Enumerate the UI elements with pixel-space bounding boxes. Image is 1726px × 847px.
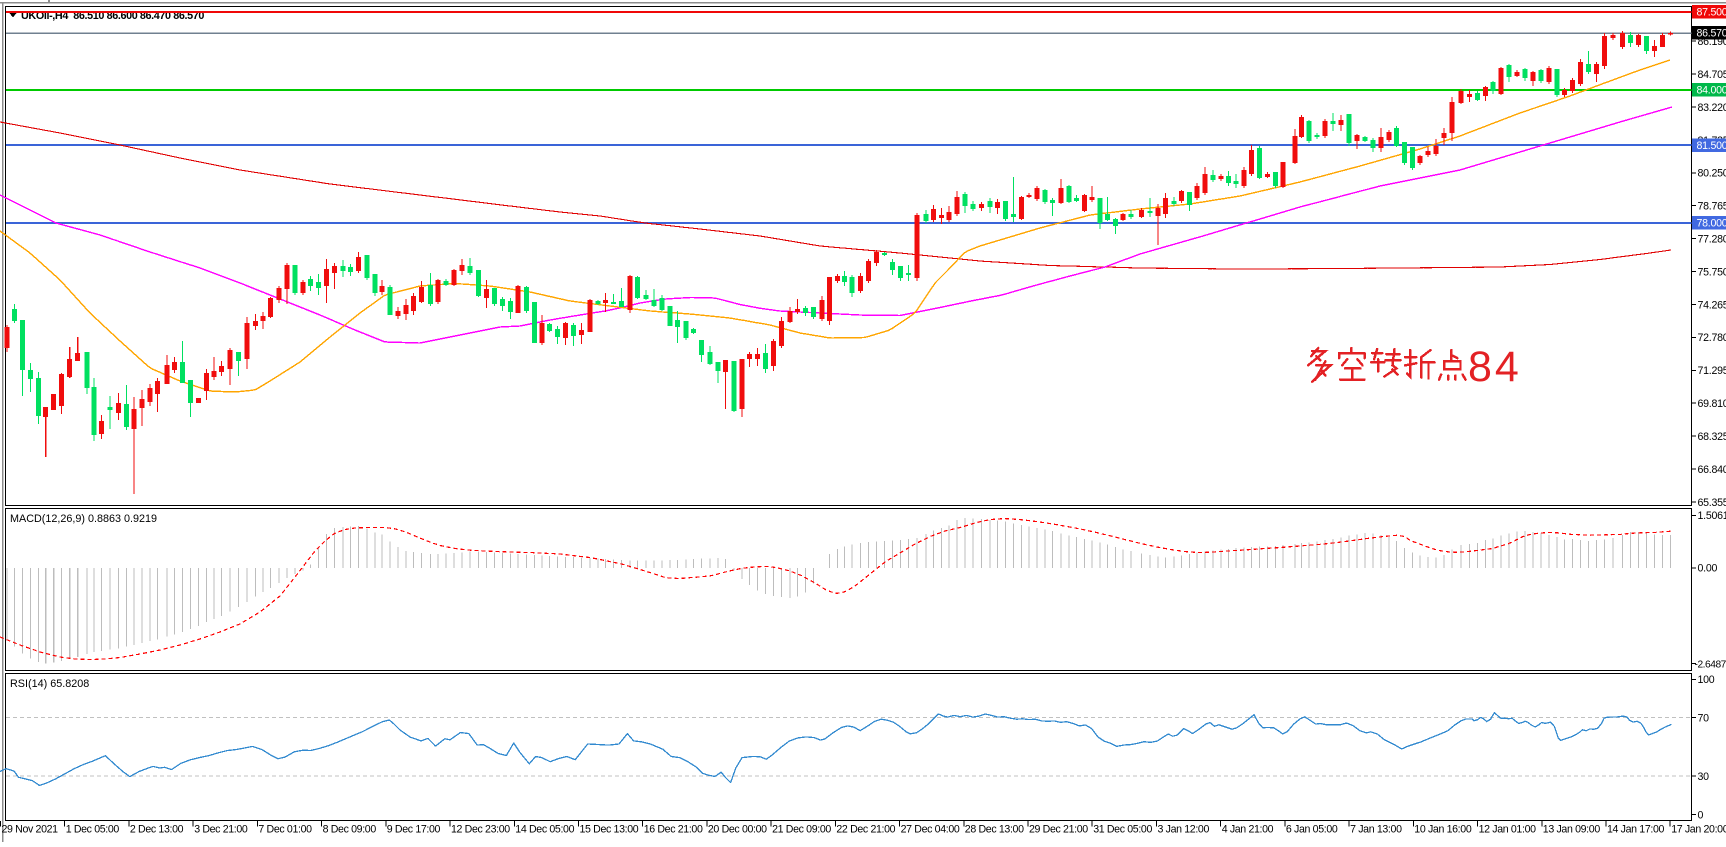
svg-text:0: 0 xyxy=(1698,809,1704,821)
svg-text:100: 100 xyxy=(1698,674,1715,686)
svg-text:10 Jan 16:00: 10 Jan 16:00 xyxy=(1414,824,1472,836)
svg-text:83.220: 83.220 xyxy=(1698,102,1726,114)
svg-text:75.750: 75.750 xyxy=(1698,266,1726,278)
svg-text:13 Jan 09:00: 13 Jan 09:00 xyxy=(1543,824,1601,836)
svg-text:3 Jan 12:00: 3 Jan 12:00 xyxy=(1158,824,1210,836)
svg-text:6 Jan 05:00: 6 Jan 05:00 xyxy=(1286,824,1338,836)
svg-text:78.765: 78.765 xyxy=(1698,201,1726,213)
svg-text:86.570: 86.570 xyxy=(1697,28,1726,40)
svg-text:22 Dec 21:00: 22 Dec 21:00 xyxy=(836,824,895,836)
svg-text:30: 30 xyxy=(1698,771,1710,783)
svg-text:66.840: 66.840 xyxy=(1698,464,1726,476)
svg-text:14 Jan 17:00: 14 Jan 17:00 xyxy=(1607,824,1665,836)
svg-text:8 Dec 09:00: 8 Dec 09:00 xyxy=(323,824,377,836)
svg-text:9 Dec 17:00: 9 Dec 17:00 xyxy=(387,824,441,836)
svg-text:80.250: 80.250 xyxy=(1698,168,1726,180)
svg-text:17 Jan 20:00: 17 Jan 20:00 xyxy=(1671,824,1726,836)
svg-text:0.00: 0.00 xyxy=(1698,563,1718,575)
svg-text:29 Dec 21:00: 29 Dec 21:00 xyxy=(1029,824,1088,836)
svg-text:74.265: 74.265 xyxy=(1698,299,1726,311)
svg-text:72.780: 72.780 xyxy=(1698,332,1726,344)
svg-text:70: 70 xyxy=(1698,712,1710,724)
svg-text:84.705: 84.705 xyxy=(1698,69,1726,81)
svg-text:7 Jan 13:00: 7 Jan 13:00 xyxy=(1350,824,1402,836)
svg-text:68.325: 68.325 xyxy=(1698,431,1726,443)
svg-text:4 Jan 21:00: 4 Jan 21:00 xyxy=(1222,824,1274,836)
svg-text:RSI(14) 65.8208: RSI(14) 65.8208 xyxy=(10,678,89,690)
svg-text:65.355: 65.355 xyxy=(1698,497,1726,509)
svg-text:21 Dec 09:00: 21 Dec 09:00 xyxy=(772,824,831,836)
svg-text:27 Dec 04:00: 27 Dec 04:00 xyxy=(901,824,960,836)
svg-text:69.810: 69.810 xyxy=(1698,398,1726,410)
svg-text:7 Dec 01:00: 7 Dec 01:00 xyxy=(258,824,312,836)
svg-text:71.295: 71.295 xyxy=(1698,365,1726,377)
svg-text:12 Dec 23:00: 12 Dec 23:00 xyxy=(451,824,510,836)
svg-text:15 Dec 13:00: 15 Dec 13:00 xyxy=(580,824,639,836)
svg-text:28 Dec 13:00: 28 Dec 13:00 xyxy=(965,824,1024,836)
svg-text:MACD(12,26,9) 0.8863 0.9219: MACD(12,26,9) 0.8863 0.9219 xyxy=(10,513,157,525)
svg-text:77.280: 77.280 xyxy=(1698,234,1726,246)
svg-text:16 Dec 21:00: 16 Dec 21:00 xyxy=(644,824,703,836)
svg-text:14 Dec 05:00: 14 Dec 05:00 xyxy=(515,824,574,836)
svg-text:81.500: 81.500 xyxy=(1697,140,1726,152)
svg-text:12 Jan 01:00: 12 Jan 01:00 xyxy=(1479,824,1537,836)
svg-text:78.000: 78.000 xyxy=(1697,218,1726,230)
svg-text:87.500: 87.500 xyxy=(1697,7,1726,19)
svg-text:2 Dec 13:00: 2 Dec 13:00 xyxy=(130,824,184,836)
svg-text:29 Nov 2021: 29 Nov 2021 xyxy=(2,824,59,836)
svg-text:20 Dec 00:00: 20 Dec 00:00 xyxy=(708,824,767,836)
svg-text:1 Dec 05:00: 1 Dec 05:00 xyxy=(66,824,120,836)
svg-text:3 Dec 21:00: 3 Dec 21:00 xyxy=(194,824,248,836)
svg-text:1.5061: 1.5061 xyxy=(1698,510,1726,522)
svg-text:-2.6487: -2.6487 xyxy=(1695,659,1726,670)
svg-text:84.000: 84.000 xyxy=(1697,85,1726,97)
svg-text:84: 84 xyxy=(1468,343,1522,391)
svg-text:31 Dec 05:00: 31 Dec 05:00 xyxy=(1093,824,1152,836)
